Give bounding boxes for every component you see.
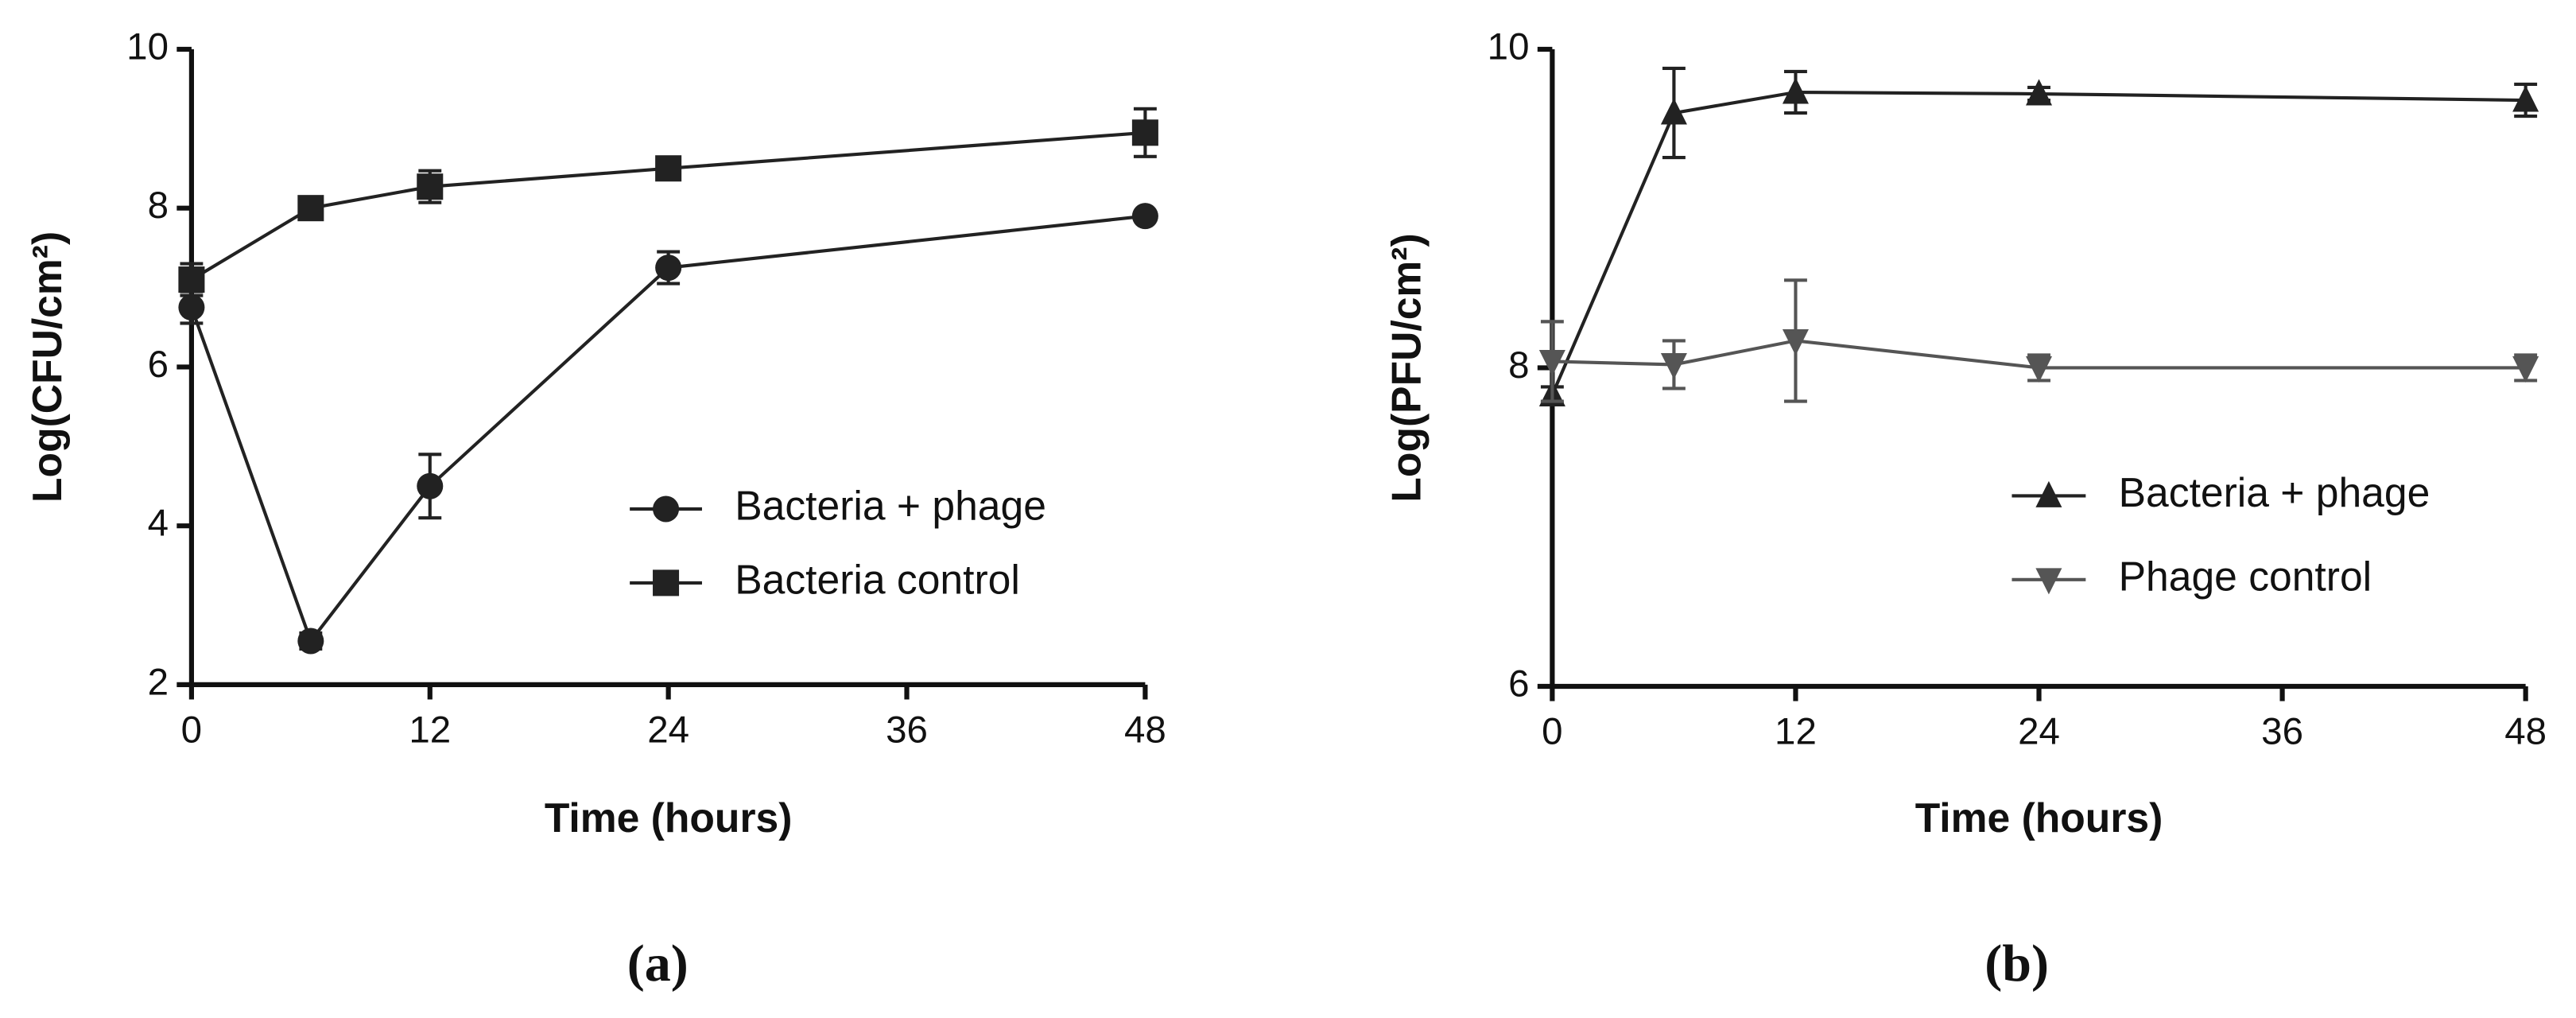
marker [2026,356,2053,383]
x-tick-label: 0 [181,709,202,751]
x-tick-label: 12 [1775,710,1817,752]
legend-label: Bacteria + phage [2119,469,2431,515]
marker [1660,352,1687,380]
marker [297,195,324,222]
y-tick-label: 10 [1488,25,1530,68]
series-line [1550,90,2526,396]
marker [178,294,205,321]
y-axis-title: Log(PFU/cm²) [1383,233,1429,502]
legend-label: Phage control [2119,553,2372,599]
marker [417,472,444,499]
x-tick-label: 48 [1124,709,1166,751]
y-tick-label: 8 [1508,344,1529,387]
marker [297,628,324,655]
marker [1660,98,1687,125]
x-axis-title: Time (hours) [1915,795,2163,841]
x-axis-title: Time (hours) [545,795,793,841]
marker [1131,119,1158,146]
y-tick-label: 6 [148,344,169,386]
x-tick-label: 48 [2504,710,2547,752]
y-axis-title: Log(CFU/cm²) [24,231,70,503]
x-tick-label: 36 [886,709,928,751]
legend-marker [653,569,680,596]
marker [1782,328,1809,356]
panel-label: (b) [1984,934,2049,993]
marker [655,254,682,282]
y-tick-label: 2 [148,661,169,703]
marker [655,155,682,182]
marker [417,173,444,200]
marker [178,266,205,293]
x-tick-label: 24 [647,709,689,751]
legend-label: Bacteria control [735,557,1020,603]
x-tick-label: 12 [409,709,451,751]
x-tick-label: 24 [2018,710,2060,752]
y-tick-label: 6 [1508,663,1529,705]
marker [2512,356,2539,383]
y-tick-label: 10 [126,25,169,68]
x-tick-label: 36 [2261,710,2303,752]
marker [1782,77,1809,104]
marker [1538,349,1565,377]
legend-marker [2035,568,2062,595]
y-tick-label: 8 [148,185,169,227]
y-tick-label: 4 [148,503,169,545]
legend-label: Bacteria + phage [735,483,1046,529]
legend-marker [653,495,680,523]
marker [1131,203,1158,230]
x-tick-label: 0 [1542,710,1562,752]
panel-label: (a) [627,934,689,993]
legend-marker [2035,480,2062,507]
marker [2026,79,2053,106]
marker [2512,85,2539,112]
